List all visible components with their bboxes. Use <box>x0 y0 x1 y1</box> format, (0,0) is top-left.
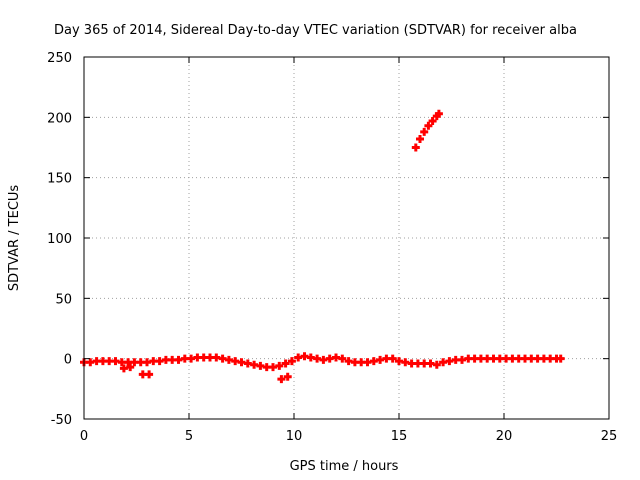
data-point <box>338 354 347 363</box>
y-tick-label: 200 <box>47 111 72 126</box>
x-axis-label: GPS time / hours <box>290 459 399 474</box>
y-tick-label: 0 <box>64 353 72 368</box>
data-point <box>388 354 397 363</box>
data-point <box>424 121 433 130</box>
y-axis-label: SDTVAR / TECUs <box>7 185 22 292</box>
data-point <box>126 363 135 372</box>
data-point <box>434 109 443 118</box>
data-point <box>432 360 441 369</box>
data-point <box>145 370 154 379</box>
data-point <box>428 116 437 125</box>
plot-frame <box>83 56 610 420</box>
y-tick-label: 50 <box>55 292 72 307</box>
x-tick-label: 10 <box>286 429 303 444</box>
axis-ticks: 0 5 10 15 20 25 -50 0 50 100 150 200 250 <box>47 51 617 444</box>
x-tick-label: 20 <box>496 429 513 444</box>
y-tick-label: -50 <box>51 413 72 428</box>
data-point <box>556 354 565 363</box>
y-tick-label: 250 <box>47 51 72 66</box>
x-tick-label: 5 <box>185 429 193 444</box>
data-point <box>287 357 296 366</box>
y-tick-label: 100 <box>47 232 72 247</box>
x-tick-label: 15 <box>391 429 408 444</box>
data-point <box>420 127 429 136</box>
data-points <box>80 109 565 384</box>
x-tick-label: 0 <box>80 429 88 444</box>
data-point <box>275 361 284 370</box>
y-tick-label: 150 <box>47 172 72 187</box>
data-point <box>277 375 286 384</box>
data-point <box>281 359 290 368</box>
data-point <box>411 143 420 152</box>
grid <box>84 57 609 419</box>
chart-title: Day 365 of 2014, Sidereal Day-to-day VTE… <box>54 23 577 38</box>
data-point <box>416 135 424 144</box>
data-point <box>283 372 292 381</box>
x-tick-label: 25 <box>601 429 618 444</box>
